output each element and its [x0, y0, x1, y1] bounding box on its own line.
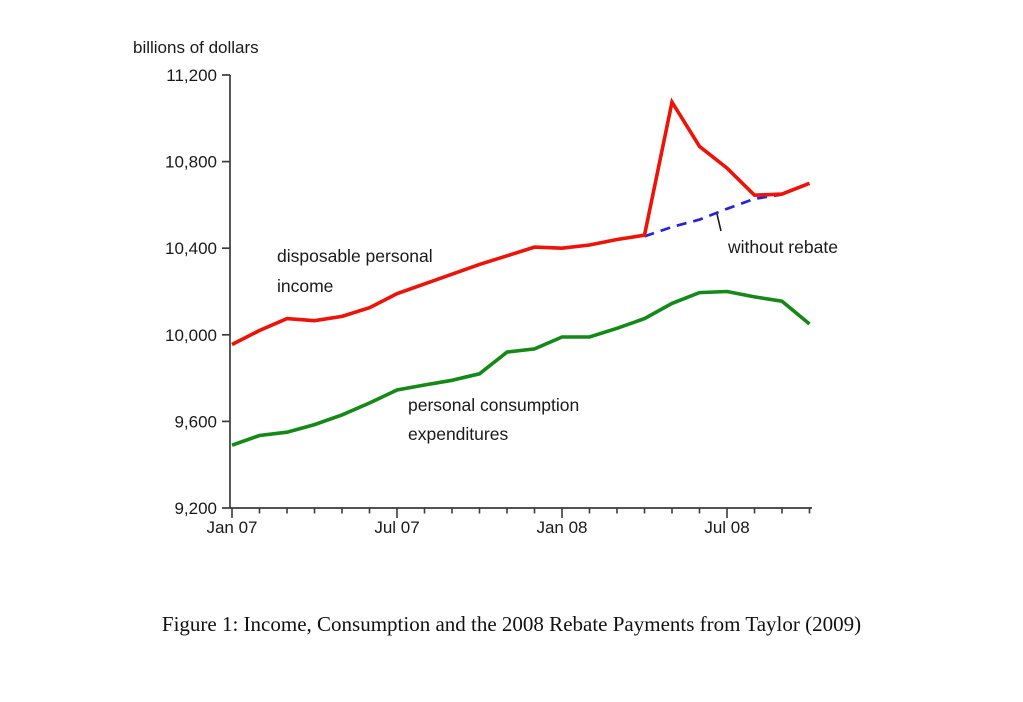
dpi-label: income	[277, 276, 333, 296]
y-tick-label: 9,600	[174, 412, 217, 431]
y-tick-label: 10,400	[165, 239, 217, 258]
x-tick-label: Jan 08	[536, 518, 587, 537]
without-rebate-callout-line	[716, 213, 722, 232]
figure-chart: billions of dollars 11,200 10,800 10,400 10,…	[133, 38, 838, 537]
dpi-label: disposable personal	[277, 246, 433, 266]
x-tick-label: Jul 08	[704, 518, 749, 537]
pce-label: expenditures	[408, 424, 508, 444]
pce-line	[231, 289, 811, 447]
y-tick-label: 9,200	[174, 499, 217, 518]
x-tick-label: Jul 07	[374, 518, 419, 537]
y-tick-label: 11,200	[166, 66, 217, 85]
dpi-line	[231, 97, 811, 347]
pce-label: personal consumption	[408, 395, 579, 415]
x-tick-label: Jan 07	[206, 518, 257, 537]
figure-caption: Figure 1: Income, Consumption and the 20…	[161, 612, 862, 636]
without_rebate-line	[644, 193, 783, 238]
y-tick-label: 10,000	[165, 326, 217, 345]
without-rebate-label: without rebate	[727, 237, 838, 257]
y-axis-unit-label: billions of dollars	[133, 38, 259, 57]
y-tick-label: 10,800	[165, 153, 217, 172]
